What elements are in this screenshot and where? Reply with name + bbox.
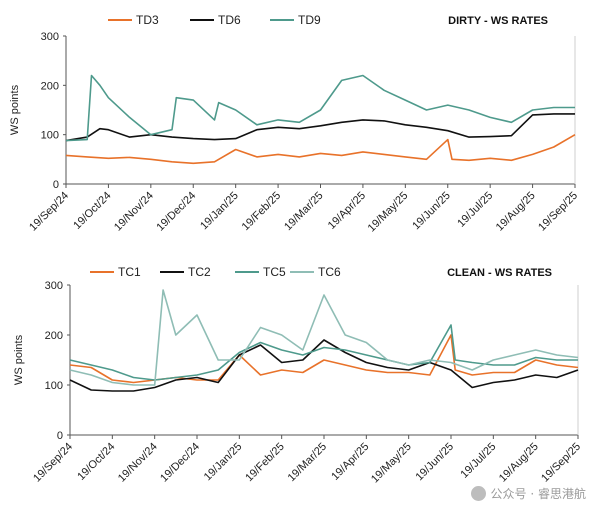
series-line-td3 — [65, 134, 576, 165]
y-tick-label: 100 — [45, 380, 63, 392]
y-tick-label: 0 — [57, 430, 63, 442]
x-tick-label: 19/Oct/24 — [75, 441, 117, 483]
y-axis-label: WS points — [9, 84, 21, 135]
x-tick-label: 19/Aug/25 — [497, 441, 541, 485]
x-tick-label: 19/Mar/25 — [282, 190, 326, 234]
x-tick-label: 19/Jul/25 — [458, 441, 498, 481]
x-tick-label: 19/Jun/25 — [410, 190, 453, 233]
legend-label-td9: TD9 — [298, 13, 321, 27]
series-line-td6 — [65, 113, 575, 142]
x-tick-label: 19/Oct/24 — [71, 190, 113, 232]
series-line-tc5 — [69, 324, 578, 381]
x-tick-label: 19/Feb/25 — [243, 441, 287, 485]
x-tick-label: 19/Sep/25 — [536, 190, 580, 234]
x-tick-label: 19/May/25 — [369, 441, 414, 486]
x-tick-label: 19/Dec/24 — [154, 190, 198, 234]
legend-label-tc1: TC1 — [118, 265, 141, 279]
x-tick-label: 19/Dec/24 — [158, 441, 202, 485]
series-line-tc2 — [69, 339, 579, 392]
chart-title: CLEAN - WS RATES — [447, 267, 552, 279]
series-line-tc6 — [69, 289, 579, 386]
chart-title: DIRTY - WS RATES — [448, 15, 548, 27]
y-tick-label: 0 — [53, 179, 59, 191]
series-line-td9 — [65, 74, 575, 142]
x-tick-label: 19/Apr/25 — [329, 441, 371, 483]
legend-label-td3: TD3 — [136, 13, 159, 27]
wechat-icon — [470, 486, 486, 501]
y-tick-label: 300 — [45, 280, 63, 292]
x-tick-label: 19/May/25 — [366, 190, 411, 235]
x-tick-label: 19/Feb/25 — [240, 190, 284, 234]
x-tick-label: 19/Jul/25 — [455, 190, 495, 230]
legend-label-tc5: TC5 — [263, 265, 286, 279]
y-axis-label: WS points — [13, 334, 25, 385]
legend-label-tc6: TC6 — [318, 265, 341, 279]
x-tick-label: 19/Apr/25 — [326, 190, 368, 232]
y-tick-label: 200 — [45, 330, 63, 342]
legend-label-tc2: TC2 — [188, 265, 211, 279]
x-tick-label: 19/Nov/24 — [112, 190, 156, 234]
y-tick-label: 100 — [41, 130, 59, 142]
y-tick-label: 300 — [41, 31, 59, 43]
x-tick-label: 19/Nov/24 — [116, 441, 160, 485]
x-tick-label: 19/Aug/25 — [494, 190, 538, 234]
x-tick-label: 19/Sep/24 — [27, 190, 71, 234]
y-tick-label: 200 — [41, 80, 59, 92]
x-tick-label: 19/Sep/25 — [539, 441, 583, 485]
x-tick-label: 19/Jan/25 — [202, 441, 245, 484]
x-tick-label: 19/Mar/25 — [286, 441, 330, 485]
x-tick-label: 19/Jan/25 — [198, 190, 241, 233]
watermark: 公众号 · 睿思港航 — [470, 485, 586, 502]
x-tick-label: 19/Jun/25 — [413, 441, 456, 484]
watermark-text: 公众号 · 睿思港航 — [490, 487, 586, 501]
x-tick-label: 19/Sep/24 — [31, 441, 75, 485]
legend-label-td6: TD6 — [218, 13, 241, 27]
